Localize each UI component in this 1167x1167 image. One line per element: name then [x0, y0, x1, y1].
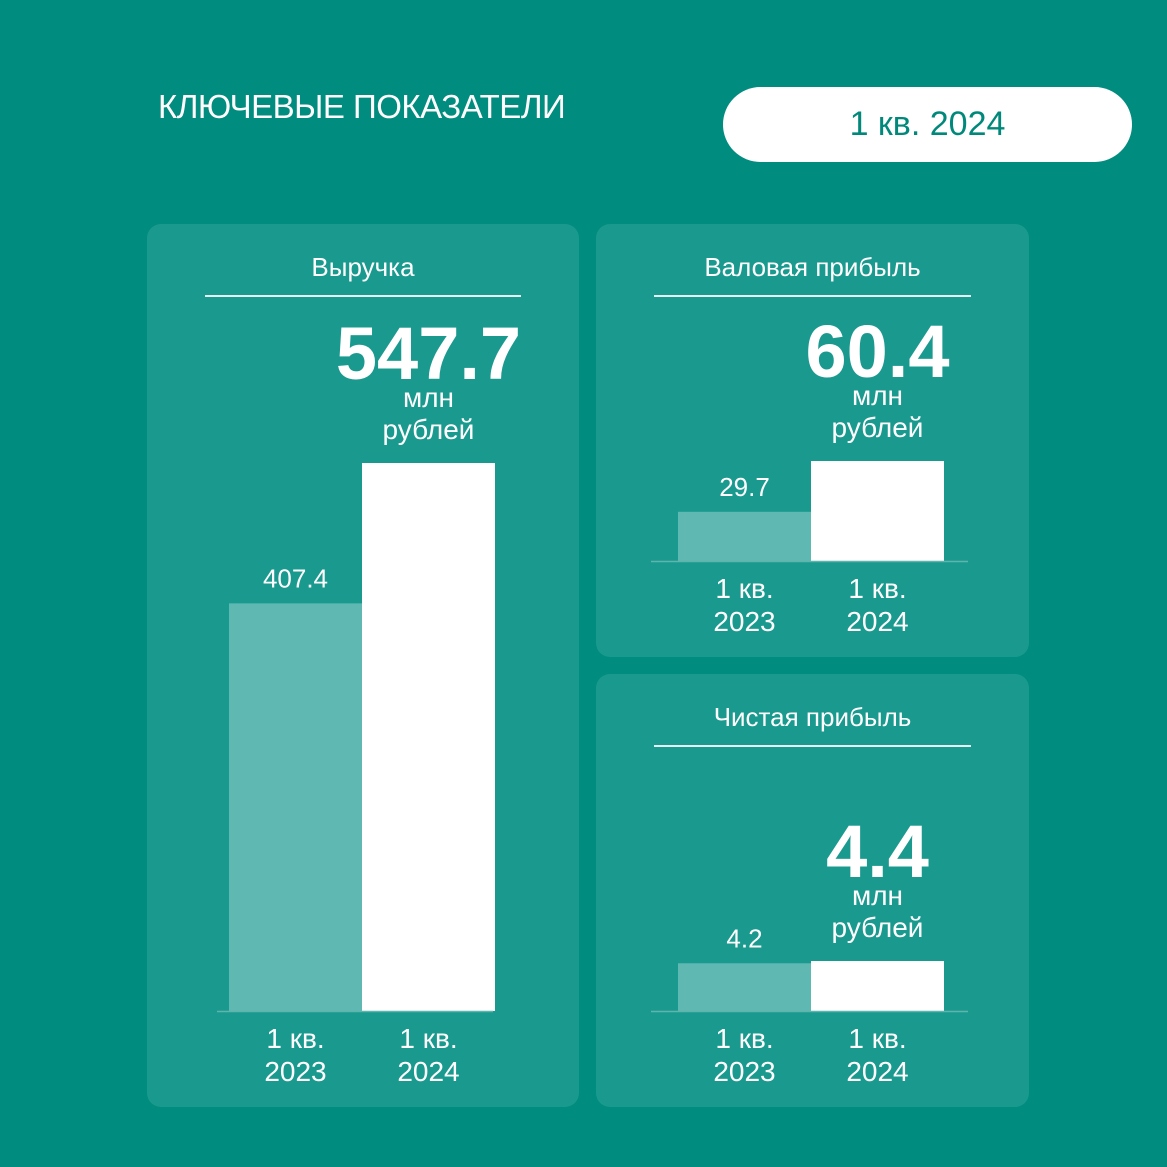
revenue-title: Выручка [311, 252, 415, 282]
revenue-divider [205, 295, 521, 297]
gross-profit-value-label-2023: 29.7 [719, 472, 770, 502]
page-title: КЛЮЧЕВЫЕ ПОКАЗАТЕЛИ [158, 88, 566, 125]
revenue-bar-2024 [362, 463, 495, 1011]
revenue-value-label-2024: 547.7 [336, 312, 521, 395]
net-profit-unit-line2: рублей [832, 912, 924, 943]
net-profit-unit-line1: млн [852, 880, 903, 911]
gross-profit-value-label-2024: 60.4 [805, 310, 949, 393]
revenue-tick-label-2023-line1: 1 кв. [266, 1023, 324, 1054]
net-profit-divider [654, 745, 971, 747]
net-profit-bar-2023 [678, 963, 811, 1011]
revenue-tick-label-2024-line2: 2024 [397, 1056, 459, 1087]
net-profit-value-label-2023: 4.2 [726, 923, 762, 953]
period-label: 1 кв. 2024 [849, 105, 1006, 143]
revenue-tick-label-2023-line2: 2023 [264, 1056, 326, 1087]
revenue-unit-line1: млн [403, 382, 454, 413]
gross-profit-divider [654, 295, 971, 297]
net-profit-tick-label-2024-line1: 1 кв. [848, 1023, 906, 1054]
revenue-value-label-2023: 407.4 [263, 563, 328, 593]
net-profit-card: Чистая прибыль 4.2 1 кв. 2023 рублей млн 4.4 1… [596, 674, 1029, 1107]
revenue-tick-label-2024-line1: 1 кв. [399, 1023, 457, 1054]
gross-profit-tick-label-2023-line2: 2023 [713, 606, 775, 637]
gross-profit-unit-line2: рублей [832, 412, 924, 443]
gross-profit-tick-label-2023-line1: 1 кв. [715, 573, 773, 604]
gross-profit-bar-2023 [678, 511, 811, 561]
gross-profit-title: Валовая прибыль [704, 252, 921, 282]
revenue-unit-line2: рублей [383, 414, 475, 445]
net-profit-bar-2024 [811, 961, 944, 1011]
period-badge: 1 кв. 2024 [723, 87, 1132, 162]
revenue-bar-2023 [229, 603, 362, 1011]
net-profit-tick-label-2023-line2: 2023 [713, 1056, 775, 1087]
gross-profit-unit-line1: млн [852, 380, 903, 411]
net-profit-title: Чистая прибыль [713, 702, 912, 732]
revenue-card: Выручка 407.4 1 кв. 2023 рублей млн 547.7 1 кв… [147, 224, 579, 1107]
gross-profit-bar-2024 [811, 461, 944, 561]
gross-profit-tick-label-2024-line1: 1 кв. [848, 573, 906, 604]
net-profit-value-label-2024: 4.4 [826, 810, 929, 893]
gross-profit-card: Валовая прибыль 29.7 1 кв. 2023 рублей млн 60… [596, 224, 1029, 657]
net-profit-tick-label-2024-line2: 2024 [846, 1056, 908, 1087]
net-profit-tick-label-2023-line1: 1 кв. [715, 1023, 773, 1054]
gross-profit-tick-label-2024-line2: 2024 [846, 606, 908, 637]
